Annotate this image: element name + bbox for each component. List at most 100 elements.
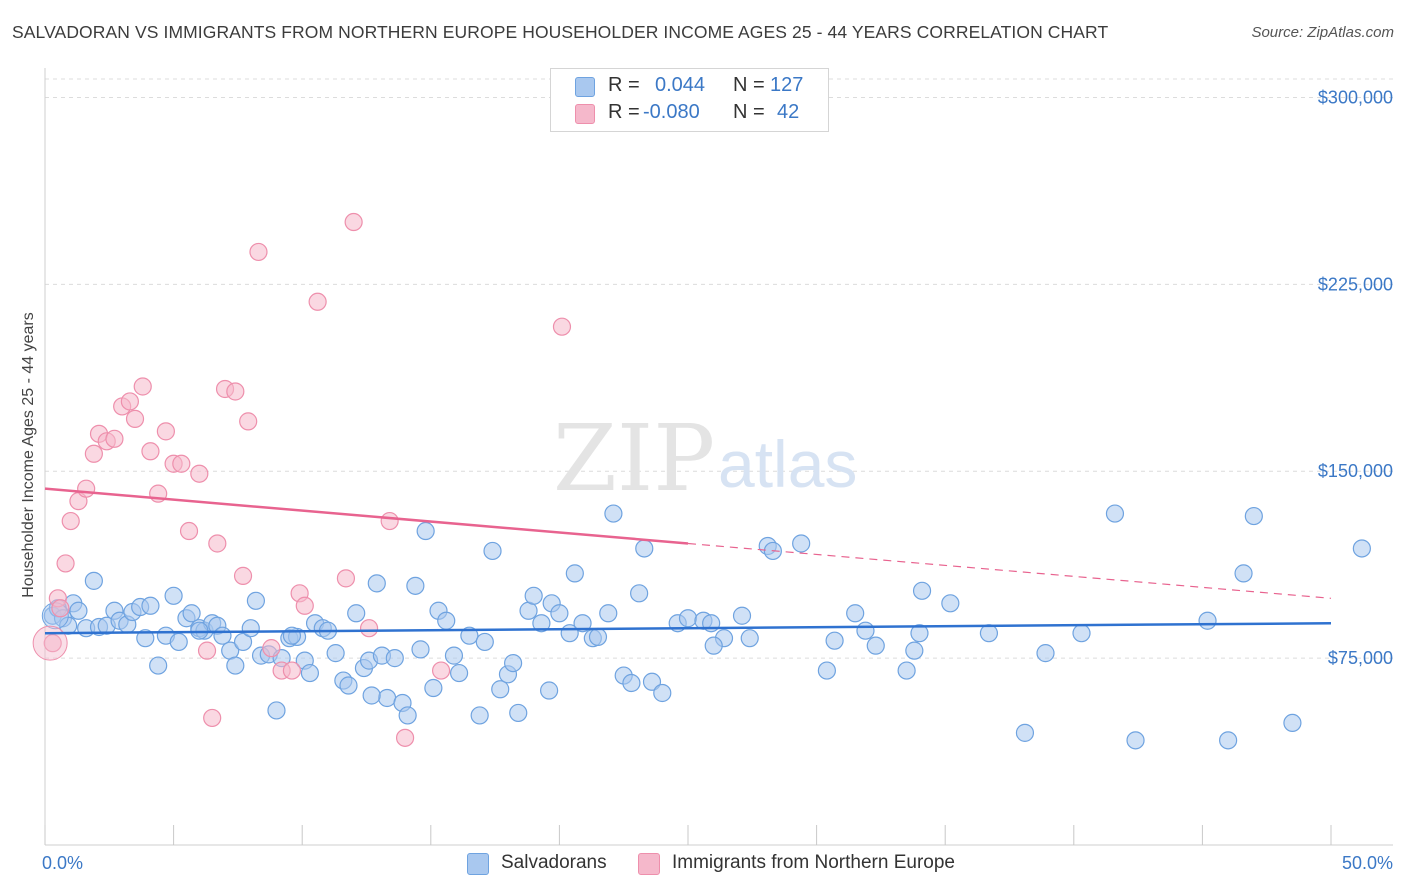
data-point [491,680,510,699]
data-point [344,212,363,232]
data-point [424,678,443,698]
data-point [233,566,253,585]
data-point [182,604,201,623]
data-point [1072,624,1091,643]
data-point [550,604,569,623]
legend-n-label: N = [733,74,765,96]
data-point [156,422,175,441]
data-point [141,596,160,615]
data-point [979,624,999,643]
data-point [77,479,96,498]
data-point [941,594,960,613]
y-tick-label: $75,000 [1328,648,1393,668]
data-point [897,661,916,680]
data-point [141,442,160,461]
data-point [470,706,489,725]
data-point [910,624,929,643]
data-point [524,586,543,605]
data-point [385,649,404,668]
data-point [630,584,649,603]
data-point [267,701,286,720]
correlation-legend: R = 0.044 N = 127 R = -0.080 N = 42 [550,68,829,132]
data-point [226,656,245,675]
bottom-legend-label: Salvadorans [501,852,607,873]
watermark: ZIP atlas [553,405,857,512]
data-point [120,392,139,411]
data-point [84,571,103,590]
data-point [347,604,366,623]
data-point [172,454,191,473]
data-point [43,634,62,653]
data-point [149,656,168,675]
y-axis-title: Householder Income Ages 25 - 44 years [20,312,37,598]
source-label: Source: ZipAtlas.com [1251,24,1394,41]
bottom-legend-swatch-blue [467,853,489,875]
data-point [565,564,584,583]
data-point [308,292,327,311]
data-point [395,728,415,747]
data-point [56,554,75,573]
data-point [295,596,314,615]
data-point [573,614,592,633]
data-point [732,606,752,625]
data-point [540,681,559,700]
y-tick-label: $150,000 [1318,461,1393,481]
data-point [208,534,227,553]
axes [44,68,1393,846]
data-point [635,539,654,558]
data-point [704,636,723,655]
legend-r-value: 0.044 [655,74,706,96]
data-point [1126,731,1145,750]
data-point [411,640,430,659]
data-point [262,639,281,658]
legend-n-value: 127 [770,74,804,96]
data-point [226,382,245,401]
data-point [1234,564,1253,583]
data-point [552,317,572,336]
data-point [377,688,397,708]
data-point [483,541,502,561]
legend-n-value: 42 [777,101,800,123]
data-point [359,619,379,638]
data-point [125,409,145,428]
data-point-cluster [32,625,68,661]
data-point [825,631,844,650]
watermark-zip: ZIP [553,405,715,512]
data-point [504,653,523,673]
data-point [190,464,209,483]
data-point [326,644,345,663]
data-point [398,706,417,725]
legend-r-label: R = [608,101,640,123]
data-point [678,609,698,628]
data-point [380,511,399,531]
data-point [475,632,494,652]
data-point [416,521,435,541]
series-northern-europe [32,212,572,747]
data-point [653,683,672,703]
data-point [437,611,456,630]
data-point [362,686,381,705]
data-point [164,586,183,605]
data-point [509,703,528,723]
data-point [282,626,302,645]
trend-line-northern-europe [44,487,689,545]
data-point [792,534,811,553]
data-point [856,621,875,640]
data-point [300,663,320,683]
data-point [1283,713,1302,732]
y-tick-labels: $75,000 $150,000 $225,000 $300,000 [1318,87,1393,668]
data-point [133,377,152,396]
x-tick-label: 50.0% [1342,853,1393,873]
data-point [642,672,662,691]
legend-r-label: R = [608,74,640,96]
data-point [1036,644,1055,663]
data-point [431,661,451,680]
data-point [532,614,551,633]
data-point [866,636,885,655]
trend-line-northern-europe-extension [687,542,1332,599]
y-tick-label: $300,000 [1318,87,1393,107]
x-tick-label: 0.0% [42,853,83,873]
data-point [249,242,268,262]
data-point [197,641,217,660]
